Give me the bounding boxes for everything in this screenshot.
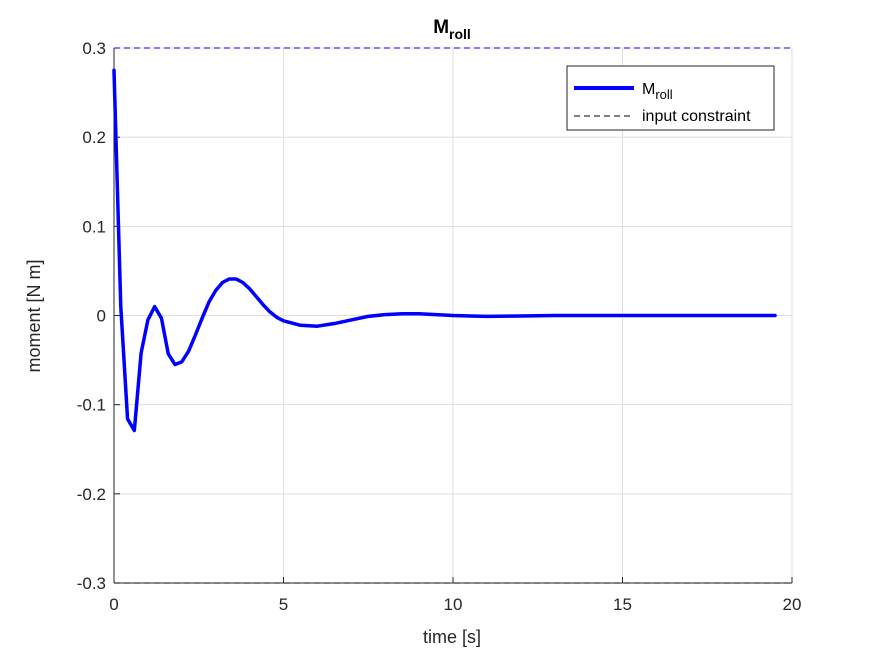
legend-label-mroll: Mroll [642, 81, 673, 102]
legend: Mroll input constraint [566, 65, 775, 131]
y-tick-label: -0.3 [77, 574, 106, 593]
legend-label-input-constraint: input constraint [642, 108, 751, 125]
y-tick-label: 0.3 [82, 39, 106, 58]
chart-title: Mroll [433, 17, 471, 42]
x-axis-label: time [s] [423, 627, 481, 647]
y-tick-label: 0.2 [82, 128, 106, 147]
y-axis-label: moment [N m] [24, 259, 44, 372]
series-line-mroll [112, 68, 777, 433]
y-tick-label: 0.1 [82, 217, 106, 236]
y-tick-label: -0.1 [77, 396, 106, 415]
x-tick-label: 5 [279, 595, 288, 614]
chart-title-sub: roll [449, 26, 471, 42]
legend-box [566, 65, 775, 131]
x-tick-label: 15 [613, 595, 632, 614]
x-tick-label: 0 [109, 595, 118, 614]
chart-title-main: M [433, 17, 449, 38]
y-tick-label: -0.2 [77, 485, 106, 504]
y-tick-label: 0 [97, 307, 106, 326]
x-tick-label: 10 [444, 595, 463, 614]
x-tick-label: 20 [783, 595, 802, 614]
